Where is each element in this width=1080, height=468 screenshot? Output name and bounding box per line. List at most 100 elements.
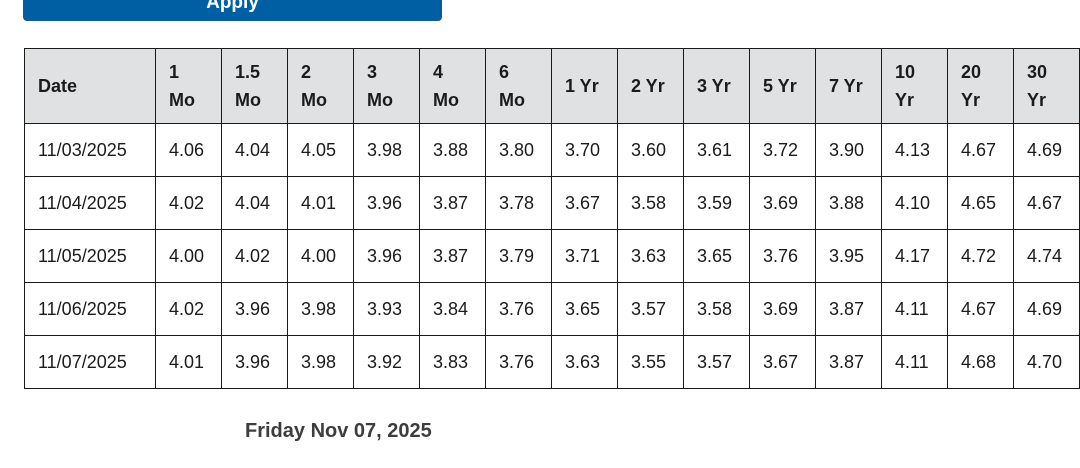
rate-cell: 3.87 xyxy=(815,335,882,389)
table-body: 11/03/2025 4.06 4.04 4.05 3.98 3.88 3.80 3.70 3.… xyxy=(24,123,1080,389)
column-header: 1.5 Mo xyxy=(221,48,288,124)
rate-cell: 3.63 xyxy=(551,335,618,389)
header-text: 2 Yr xyxy=(631,76,665,96)
header-text: 1 Yr xyxy=(565,76,599,96)
rate-cell: 4.02 xyxy=(155,176,222,230)
rate-cell: 3.61 xyxy=(683,123,750,177)
rate-cell: 3.69 xyxy=(749,176,816,230)
rate-cell: 4.72 xyxy=(947,229,1014,283)
table-row: 11/03/2025 4.06 4.04 4.05 3.98 3.88 3.80 3.70 3.… xyxy=(24,123,1080,177)
column-header: 5 Yr xyxy=(749,48,816,124)
header-text: 3 Yr xyxy=(697,76,731,96)
column-header: 2 Yr xyxy=(617,48,684,124)
rate-cell: 3.57 xyxy=(683,335,750,389)
header-text: 6 Mo xyxy=(499,62,525,110)
rate-cell: 3.96 xyxy=(353,229,420,283)
rate-cell: 4.17 xyxy=(881,229,948,283)
rate-cell: 3.96 xyxy=(353,176,420,230)
date-cell: 11/04/2025 xyxy=(24,176,156,230)
rate-cell: 3.87 xyxy=(419,176,486,230)
rate-cell: 3.84 xyxy=(419,282,486,336)
column-header: 2 Mo xyxy=(287,48,354,124)
header-text: 4 Mo xyxy=(433,62,459,110)
footer-date: Friday Nov 07, 2025 xyxy=(245,420,432,442)
rate-cell: 4.74 xyxy=(1013,229,1080,283)
date-cell: 11/07/2025 xyxy=(24,335,156,389)
rate-cell: 4.13 xyxy=(881,123,948,177)
rate-cell: 4.06 xyxy=(155,123,222,177)
header-text: 5 Yr xyxy=(763,76,797,96)
header-text: 30 Yr xyxy=(1027,62,1048,110)
rate-cell: 4.04 xyxy=(221,123,288,177)
rate-cell: 3.79 xyxy=(485,229,552,283)
rate-cell: 4.69 xyxy=(1013,282,1080,336)
rate-cell: 3.78 xyxy=(485,176,552,230)
column-header: 1 Mo xyxy=(155,48,222,124)
rate-cell: 3.69 xyxy=(749,282,816,336)
rate-cell: 3.98 xyxy=(287,335,354,389)
rate-cell: 3.87 xyxy=(815,282,882,336)
column-header: 10 Yr xyxy=(881,48,948,124)
column-header: 4 Mo xyxy=(419,48,486,124)
column-header: Date xyxy=(24,48,156,124)
rate-cell: 4.67 xyxy=(1013,176,1080,230)
rate-cell: 3.80 xyxy=(485,123,552,177)
rate-cell: 4.11 xyxy=(881,335,948,389)
rate-cell: 3.58 xyxy=(617,176,684,230)
rate-cell: 4.67 xyxy=(947,123,1014,177)
rate-cell: 4.00 xyxy=(155,229,222,283)
rate-cell: 3.96 xyxy=(221,335,288,389)
rate-cell: 4.00 xyxy=(287,229,354,283)
rate-cell: 4.02 xyxy=(221,229,288,283)
table-head: Date 1 Mo 1.5 Mo 2 Mo 3 Mo 4 Mo 6 Mo 1 Yr 2 Yr 3 … xyxy=(24,48,1080,124)
header-text: 20 Yr xyxy=(961,62,982,110)
apply-button[interactable]: Apply xyxy=(23,0,442,21)
rate-cell: 4.01 xyxy=(287,176,354,230)
header-text: Date xyxy=(38,76,78,96)
column-header: 20 Yr xyxy=(947,48,1014,124)
rate-cell: 3.65 xyxy=(551,282,618,336)
rate-cell: 4.04 xyxy=(221,176,288,230)
rate-cell: 4.02 xyxy=(155,282,222,336)
rate-cell: 3.59 xyxy=(683,176,750,230)
table-row: 11/04/2025 4.02 4.04 4.01 3.96 3.87 3.78 3.67 3.… xyxy=(24,176,1080,230)
rate-cell: 4.70 xyxy=(1013,335,1080,389)
rate-cell: 3.65 xyxy=(683,229,750,283)
rate-cell: 3.98 xyxy=(287,282,354,336)
header-text: 3 Mo xyxy=(367,62,393,110)
rate-cell: 4.10 xyxy=(881,176,948,230)
rate-cell: 4.05 xyxy=(287,123,354,177)
rate-cell: 3.93 xyxy=(353,282,420,336)
table-row: 11/06/2025 4.02 3.96 3.98 3.93 3.84 3.76 3.65 3.… xyxy=(24,282,1080,336)
rate-cell: 3.72 xyxy=(749,123,816,177)
rate-cell: 3.63 xyxy=(617,229,684,283)
rate-cell: 3.71 xyxy=(551,229,618,283)
column-header: 3 Mo xyxy=(353,48,420,124)
rate-cell: 3.92 xyxy=(353,335,420,389)
rate-cell: 4.68 xyxy=(947,335,1014,389)
rate-cell: 3.67 xyxy=(551,176,618,230)
column-header: 6 Mo xyxy=(485,48,552,124)
date-cell: 11/03/2025 xyxy=(24,123,156,177)
rate-cell: 3.87 xyxy=(419,229,486,283)
rate-cell: 3.57 xyxy=(617,282,684,336)
date-cell: 11/06/2025 xyxy=(24,282,156,336)
rates-table: Date 1 Mo 1.5 Mo 2 Mo 3 Mo 4 Mo 6 Mo 1 Yr 2 Yr 3 … xyxy=(24,48,1080,389)
header-text: 1 Mo xyxy=(169,62,195,110)
rate-cell: 3.55 xyxy=(617,335,684,389)
rate-cell: 3.58 xyxy=(683,282,750,336)
rate-cell: 3.88 xyxy=(815,176,882,230)
column-header: 1 Yr xyxy=(551,48,618,124)
table-wrapper: Date 1 Mo 1.5 Mo 2 Mo 3 Mo 4 Mo 6 Mo 1 Yr 2 Yr 3 … xyxy=(24,48,1080,398)
rate-cell: 3.90 xyxy=(815,123,882,177)
rate-cell: 3.76 xyxy=(485,282,552,336)
rate-cell: 4.65 xyxy=(947,176,1014,230)
table-row: 11/05/2025 4.00 4.02 4.00 3.96 3.87 3.79 3.71 3.… xyxy=(24,229,1080,283)
header-row: Date 1 Mo 1.5 Mo 2 Mo 3 Mo 4 Mo 6 Mo 1 Yr 2 Yr 3 … xyxy=(24,48,1080,124)
header-text: 7 Yr xyxy=(829,76,863,96)
rate-cell: 4.69 xyxy=(1013,123,1080,177)
rate-cell: 4.11 xyxy=(881,282,948,336)
rate-cell: 3.76 xyxy=(485,335,552,389)
table-row: 11/07/2025 4.01 3.96 3.98 3.92 3.83 3.76 3.63 3.… xyxy=(24,335,1080,389)
